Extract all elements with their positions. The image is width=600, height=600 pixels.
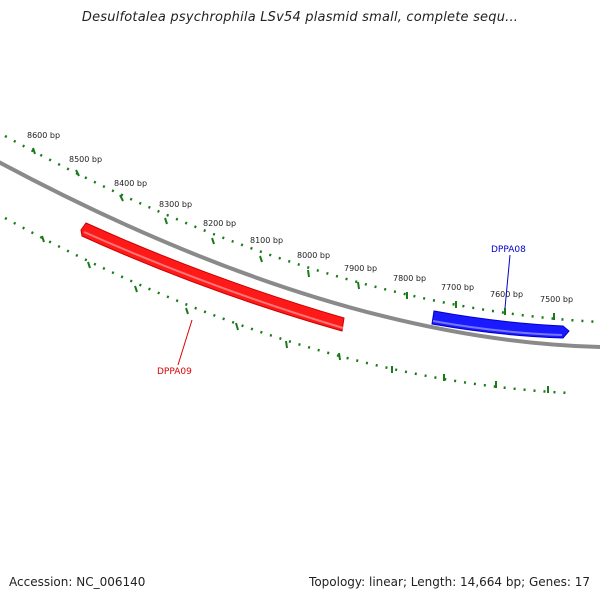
inner-ruler-dots xyxy=(4,216,571,395)
gene-dppa08-leader xyxy=(504,254,511,309)
ruler-label-8000: 8000 bp xyxy=(297,251,330,260)
ruler-label-7500: 7500 bp xyxy=(540,295,573,304)
ruler-label-7800: 7800 bp xyxy=(393,274,426,283)
gene-dppa09[interactable]: DPPA09 xyxy=(80,222,345,377)
map-title: Desulfotalea psychrophila LSv54 plasmid … xyxy=(81,10,519,25)
ruler-label-8300: 8300 bp xyxy=(159,200,192,209)
ruler-label-8500: 8500 bp xyxy=(69,155,102,164)
ruler-label-8400: 8400 bp xyxy=(114,179,147,188)
gene-dppa08-arrow[interactable] xyxy=(431,310,570,339)
outer-major-ticks xyxy=(32,147,555,320)
gene-dppa08-highlight xyxy=(432,320,563,336)
gene-dppa09-arrow[interactable] xyxy=(80,222,345,332)
gene-dppa09-highlight xyxy=(83,231,344,329)
plasmid-backbone xyxy=(0,160,600,349)
ruler-label-8200: 8200 bp xyxy=(203,219,236,228)
gene-dppa08-label[interactable]: DPPA08 xyxy=(491,245,526,255)
ruler-label-8100: 8100 bp xyxy=(250,236,283,245)
gene-dppa09-leader xyxy=(177,319,193,366)
ruler-label-8600: 8600 bp xyxy=(27,131,60,140)
accession-text: Accession: NC_006140 xyxy=(9,575,146,589)
inner-major-ticks xyxy=(41,235,549,393)
topology-summary: Topology: linear; Length: 14,664 bp; Gen… xyxy=(309,575,590,589)
gene-dppa08[interactable]: DPPA08 xyxy=(431,245,570,339)
ruler-label-7700: 7700 bp xyxy=(441,283,474,292)
gene-dppa09-label[interactable]: DPPA09 xyxy=(157,367,192,377)
ruler-label-7900: 7900 bp xyxy=(344,264,377,273)
